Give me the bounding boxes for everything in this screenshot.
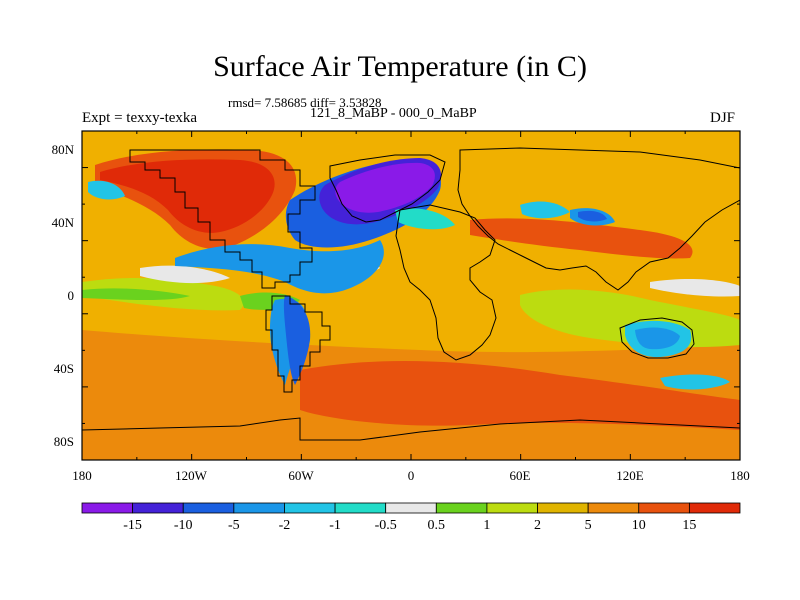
lat-label-40s: 40S (53, 361, 74, 376)
colorbar-swatch (435, 502, 488, 514)
chart-title: Surface Air Temperature (in C) (213, 50, 587, 83)
field-lightblue-southern-ocean (660, 374, 730, 390)
experiment-label: Expt = texxy-texka (82, 110, 198, 126)
colorbar-label: 2 (534, 518, 542, 533)
lat-label-40n: 40N (51, 215, 74, 230)
field-lightblue-north-pacific (88, 180, 125, 200)
coastline-asia (457, 147, 740, 291)
lat-label-80s: 80S (53, 434, 74, 449)
field-white-pacific (140, 265, 230, 284)
colorbar-label: -0.5 (374, 518, 397, 533)
field-cyan-europe (395, 208, 455, 230)
coastline-australia (619, 317, 695, 359)
field-skyblue-australia (635, 327, 680, 350)
colorbar (81, 502, 741, 514)
colorbar-swatch (182, 502, 235, 514)
colorbar-swatch (334, 502, 387, 514)
colorbar-label: 0.5 (427, 518, 446, 533)
axis-ticks (81, 130, 741, 461)
colorbar-label: -10 (173, 518, 193, 533)
lon-label-120e: 120E (616, 468, 644, 483)
stats-text: rmsd= 7.58685 diff= 3.53828 (228, 95, 382, 110)
lon-label-60w: 60W (288, 468, 314, 483)
field-hot-asia (470, 218, 693, 259)
field-lightblue-north-asia (520, 201, 570, 219)
colorbar-swatch (233, 502, 285, 514)
coastline-south-america (265, 295, 331, 393)
lon-label-180e: 180 (730, 468, 750, 483)
coastline-north-america (129, 149, 316, 289)
colorbar-swatch (688, 502, 741, 514)
season-label: DJF (710, 110, 736, 126)
coastline-antarctica (82, 417, 740, 441)
field-blue-tibet (578, 210, 607, 222)
lat-label-80n: 80N (51, 142, 74, 157)
field-green-pacific (82, 288, 190, 300)
coastlines (82, 147, 740, 441)
colorbar-label: -2 (278, 518, 291, 533)
field-hot-south-america (400, 380, 520, 413)
field-purple-greenland (335, 162, 435, 213)
colorbar-swatch (385, 502, 437, 514)
field-blue-south-america (283, 295, 311, 385)
lon-label-120w: 120W (175, 468, 207, 483)
colorbar-swatch (81, 502, 134, 514)
lon-label-0: 0 (407, 468, 415, 483)
colorbar-swatch (132, 502, 184, 514)
colorbar-label: 10 (631, 518, 646, 533)
lat-label-0: 0 (67, 288, 75, 303)
field-hottest-north-america (100, 159, 275, 233)
colorbar-swatch (486, 502, 538, 514)
colorbar-label: 15 (682, 518, 697, 533)
colorbar-label: -5 (228, 518, 240, 533)
colorbar-swatch (284, 502, 336, 514)
colorbar-swatch (638, 502, 690, 514)
colorbar-swatch (537, 502, 589, 514)
subtitle: 121_8_MaBP - 000_0_MaBP (310, 106, 477, 121)
colorbar-swatch (587, 502, 640, 514)
temperature-field (82, 131, 740, 460)
lon-label-60e: 60E (509, 468, 531, 483)
colorbar-label: -15 (123, 518, 142, 533)
field-skyblue-atlantic-band (175, 240, 384, 294)
colorbar-label: -1 (329, 518, 341, 533)
colorbar-label: 1 (483, 518, 491, 533)
colorbar-label: 5 (584, 518, 592, 533)
field-white-east (650, 279, 740, 297)
coastline-greenland (329, 154, 446, 223)
lon-label-180w: 180 (72, 468, 92, 483)
coastline-europe-africa (395, 204, 497, 361)
